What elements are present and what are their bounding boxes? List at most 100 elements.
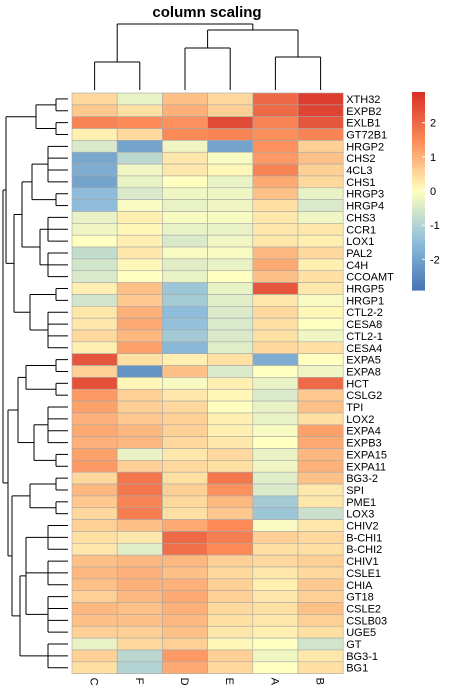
cell-ctl2-2-c bbox=[71, 305, 118, 319]
cell-gt18-c bbox=[71, 590, 118, 603]
cell-chs2-b bbox=[297, 151, 344, 165]
row-label: HRGP1 bbox=[346, 295, 384, 307]
cell-c4h-b bbox=[297, 258, 344, 272]
cell-xth32-b bbox=[297, 92, 344, 106]
cell-csle2-c bbox=[71, 602, 118, 615]
legend-swatch bbox=[412, 233, 425, 238]
cell-gt-c bbox=[71, 637, 118, 651]
legend-swatch bbox=[412, 273, 425, 278]
cell-lox1-e bbox=[207, 234, 254, 248]
cell-csle1-a bbox=[252, 566, 299, 580]
cell-ctl2-2-e bbox=[207, 305, 254, 319]
cell-spi-b bbox=[297, 483, 344, 497]
cell-xth32-a bbox=[252, 92, 299, 106]
cell-pme1-c bbox=[71, 495, 118, 509]
cell-hrgp2-a bbox=[252, 140, 299, 153]
cell-chiv2-f bbox=[116, 519, 163, 532]
cell-bg3-1-c bbox=[71, 649, 118, 663]
cell-uge5-f bbox=[116, 625, 163, 639]
cell-chs1-a bbox=[252, 175, 299, 189]
cell-expa4-e bbox=[207, 424, 254, 437]
cell-hrgp5-e bbox=[207, 282, 254, 295]
cell-bg3-1-a bbox=[252, 649, 299, 663]
cell-hrgp5-c bbox=[71, 282, 118, 295]
legend-swatch bbox=[412, 138, 425, 143]
cell-chs3-d bbox=[162, 211, 208, 224]
cell-bg3-2-b bbox=[297, 471, 344, 485]
cell-cesa8-c bbox=[71, 317, 118, 331]
row-label: GT18 bbox=[346, 592, 374, 604]
row-label: TPI bbox=[346, 402, 363, 414]
cell-expa8-b bbox=[297, 365, 344, 378]
cell-expb3-e bbox=[207, 436, 254, 449]
row-label: CSLB03 bbox=[346, 615, 387, 627]
column-label: E bbox=[223, 678, 235, 685]
cell-tpi-c bbox=[71, 400, 118, 414]
row-label: CCOAMT bbox=[346, 272, 394, 284]
cell-cslb03-a bbox=[252, 614, 299, 627]
cell-pal2-b bbox=[297, 246, 344, 260]
row-label: HRGP5 bbox=[346, 284, 384, 296]
cell-gt18-a bbox=[252, 590, 299, 603]
legend-swatch bbox=[412, 95, 425, 100]
legend-swatch bbox=[412, 144, 425, 149]
cell-csle1-d bbox=[162, 566, 208, 580]
cell-cslg2-b bbox=[297, 388, 344, 402]
cell-expa15-e bbox=[207, 448, 254, 461]
legend-swatch bbox=[412, 128, 425, 133]
cell-hrgp2-e bbox=[207, 140, 254, 153]
column-label: D bbox=[178, 678, 190, 686]
cell-c4h-d bbox=[162, 258, 208, 272]
cell-chs2-a bbox=[252, 151, 299, 165]
cell-lox3-c bbox=[71, 507, 118, 520]
cell-lox2-f bbox=[116, 412, 163, 426]
legend-swatch bbox=[412, 121, 425, 126]
cell-b-chi1-d bbox=[162, 531, 208, 544]
legend-swatch bbox=[412, 270, 425, 275]
cell-b-chi1-c bbox=[71, 531, 118, 544]
cell-csle1-f bbox=[116, 566, 163, 580]
cell-chs3-e bbox=[207, 211, 254, 224]
cell-exlb1-f bbox=[116, 116, 163, 129]
cell-hct-e bbox=[207, 377, 254, 390]
legend-swatch bbox=[412, 214, 425, 218]
cell-bg3-1-d bbox=[162, 649, 208, 663]
cell-lox2-c bbox=[71, 412, 118, 426]
cell-lox3-f bbox=[116, 507, 163, 520]
cell-ccr1-d bbox=[162, 223, 208, 236]
legend-swatch bbox=[412, 111, 425, 116]
cell-bg3-2-a bbox=[252, 471, 299, 485]
cell-chs1-d bbox=[162, 175, 208, 189]
cell-hrgp4-a bbox=[252, 199, 299, 212]
cell-pme1-f bbox=[116, 495, 163, 509]
column-label: B bbox=[314, 678, 326, 685]
cell-xth32-d bbox=[162, 92, 208, 106]
cell-expa8-d bbox=[162, 365, 208, 378]
cell-uge5-d bbox=[162, 625, 208, 639]
cell-b-chi1-e bbox=[207, 531, 254, 544]
cell-hrgp4-f bbox=[116, 199, 163, 212]
cell-chs2-f bbox=[116, 151, 163, 165]
cell-chia-a bbox=[252, 578, 299, 591]
cell-expa15-c bbox=[71, 448, 118, 461]
legend-swatch bbox=[412, 141, 425, 146]
cell-expa11-d bbox=[162, 460, 208, 473]
cell-csle1-b bbox=[297, 566, 344, 580]
row-label: EXLB1 bbox=[346, 118, 380, 130]
cell-cesa8-f bbox=[116, 317, 163, 331]
cell-lox2-e bbox=[207, 412, 254, 426]
cell-cesa8-e bbox=[207, 317, 254, 331]
cell-ccr1-e bbox=[207, 223, 254, 236]
cell-pal2-c bbox=[71, 246, 118, 260]
legend-swatch bbox=[412, 92, 425, 96]
cell-ccoamt-f bbox=[116, 270, 163, 283]
cell-b-chi2-d bbox=[162, 542, 208, 556]
row-label: EXPA15 bbox=[346, 449, 387, 461]
row-label: CSLE2 bbox=[346, 603, 381, 615]
chart-title: column scaling bbox=[152, 4, 261, 21]
cell-xth32-e bbox=[207, 92, 254, 106]
legend-swatch bbox=[412, 207, 425, 212]
cell-chiv2-c bbox=[71, 519, 118, 532]
legend-swatch bbox=[412, 276, 425, 281]
